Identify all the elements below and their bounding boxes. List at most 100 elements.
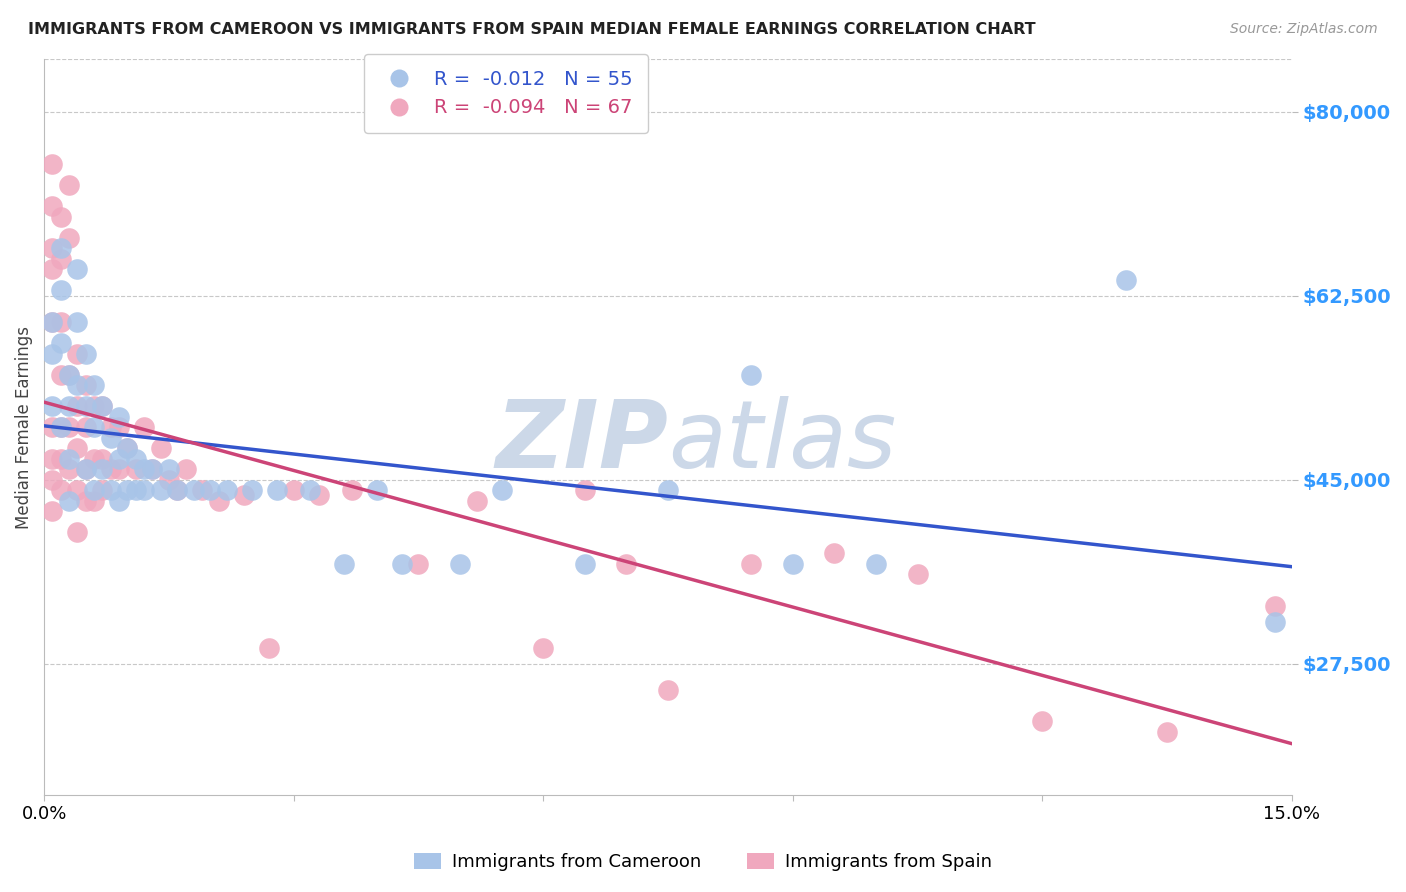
Point: [49, 368, 72, 382]
Point: [132, 462, 155, 476]
Point: [465, 493, 488, 508]
Point: [66, 399, 89, 413]
Point: [141, 462, 163, 476]
Point: [83, 493, 105, 508]
Point: [391, 557, 413, 571]
Point: [491, 483, 513, 498]
Point: [191, 483, 214, 498]
Point: [41, 420, 63, 434]
Point: [332, 557, 354, 571]
Point: [91, 399, 114, 413]
Point: [299, 483, 322, 498]
Point: [83, 399, 105, 413]
Point: [91, 451, 114, 466]
Point: [66, 346, 89, 360]
Point: [41, 157, 63, 171]
Point: [124, 451, 146, 466]
Point: [166, 483, 188, 498]
Point: [58, 420, 80, 434]
Point: [58, 451, 80, 466]
Point: [75, 420, 97, 434]
Point: [49, 284, 72, 298]
Point: [149, 483, 172, 498]
Point: [83, 451, 105, 466]
Point: [740, 557, 762, 571]
Point: [41, 262, 63, 277]
Point: [58, 493, 80, 508]
Point: [174, 462, 197, 476]
Point: [100, 420, 122, 434]
Point: [66, 441, 89, 455]
Point: [531, 640, 554, 655]
Point: [141, 462, 163, 476]
Point: [1264, 615, 1286, 629]
Point: [49, 315, 72, 329]
Point: [183, 483, 205, 498]
Point: [83, 420, 105, 434]
Point: [257, 640, 280, 655]
Point: [66, 525, 89, 540]
Point: [117, 441, 139, 455]
Point: [49, 451, 72, 466]
Point: [49, 483, 72, 498]
Point: [66, 315, 89, 329]
Point: [100, 431, 122, 445]
Point: [49, 420, 72, 434]
Point: [308, 488, 330, 502]
Point: [366, 483, 388, 498]
Point: [58, 462, 80, 476]
Point: [574, 557, 596, 571]
Point: [75, 462, 97, 476]
Point: [108, 493, 131, 508]
Point: [157, 473, 180, 487]
Point: [41, 504, 63, 518]
Point: [166, 483, 188, 498]
Point: [657, 682, 679, 697]
Point: [100, 483, 122, 498]
Point: [91, 462, 114, 476]
Point: [108, 409, 131, 424]
Point: [75, 346, 97, 360]
Point: [340, 483, 363, 498]
Point: [1115, 273, 1137, 287]
Legend: R =  -0.012   N = 55, R =  -0.094   N = 67: R = -0.012 N = 55, R = -0.094 N = 67: [364, 54, 648, 133]
Point: [217, 483, 239, 498]
Point: [58, 231, 80, 245]
Point: [41, 451, 63, 466]
Point: [66, 378, 89, 392]
Point: [66, 483, 89, 498]
Point: [75, 378, 97, 392]
Point: [41, 346, 63, 360]
Text: atlas: atlas: [668, 396, 896, 487]
Point: [58, 368, 80, 382]
Point: [41, 199, 63, 213]
Point: [124, 483, 146, 498]
Point: [266, 483, 288, 498]
Point: [117, 441, 139, 455]
Point: [657, 483, 679, 498]
Point: [49, 241, 72, 255]
Point: [740, 368, 762, 382]
Point: [408, 557, 430, 571]
Point: [132, 420, 155, 434]
Point: [132, 483, 155, 498]
Point: [108, 451, 131, 466]
Point: [41, 241, 63, 255]
Point: [149, 441, 172, 455]
Point: [907, 567, 929, 582]
Point: [41, 315, 63, 329]
Point: [1156, 725, 1178, 739]
Point: [108, 420, 131, 434]
Point: [117, 483, 139, 498]
Point: [232, 488, 254, 502]
Point: [49, 420, 72, 434]
Point: [91, 483, 114, 498]
Text: ZIP: ZIP: [495, 396, 668, 488]
Text: IMMIGRANTS FROM CAMEROON VS IMMIGRANTS FROM SPAIN MEDIAN FEMALE EARNINGS CORRELA: IMMIGRANTS FROM CAMEROON VS IMMIGRANTS F…: [28, 22, 1036, 37]
Text: Source: ZipAtlas.com: Source: ZipAtlas.com: [1230, 22, 1378, 37]
Legend: Immigrants from Cameroon, Immigrants from Spain: Immigrants from Cameroon, Immigrants fro…: [408, 846, 998, 879]
Point: [782, 557, 804, 571]
Y-axis label: Median Female Earnings: Median Female Earnings: [15, 326, 32, 529]
Point: [200, 483, 222, 498]
Point: [100, 462, 122, 476]
